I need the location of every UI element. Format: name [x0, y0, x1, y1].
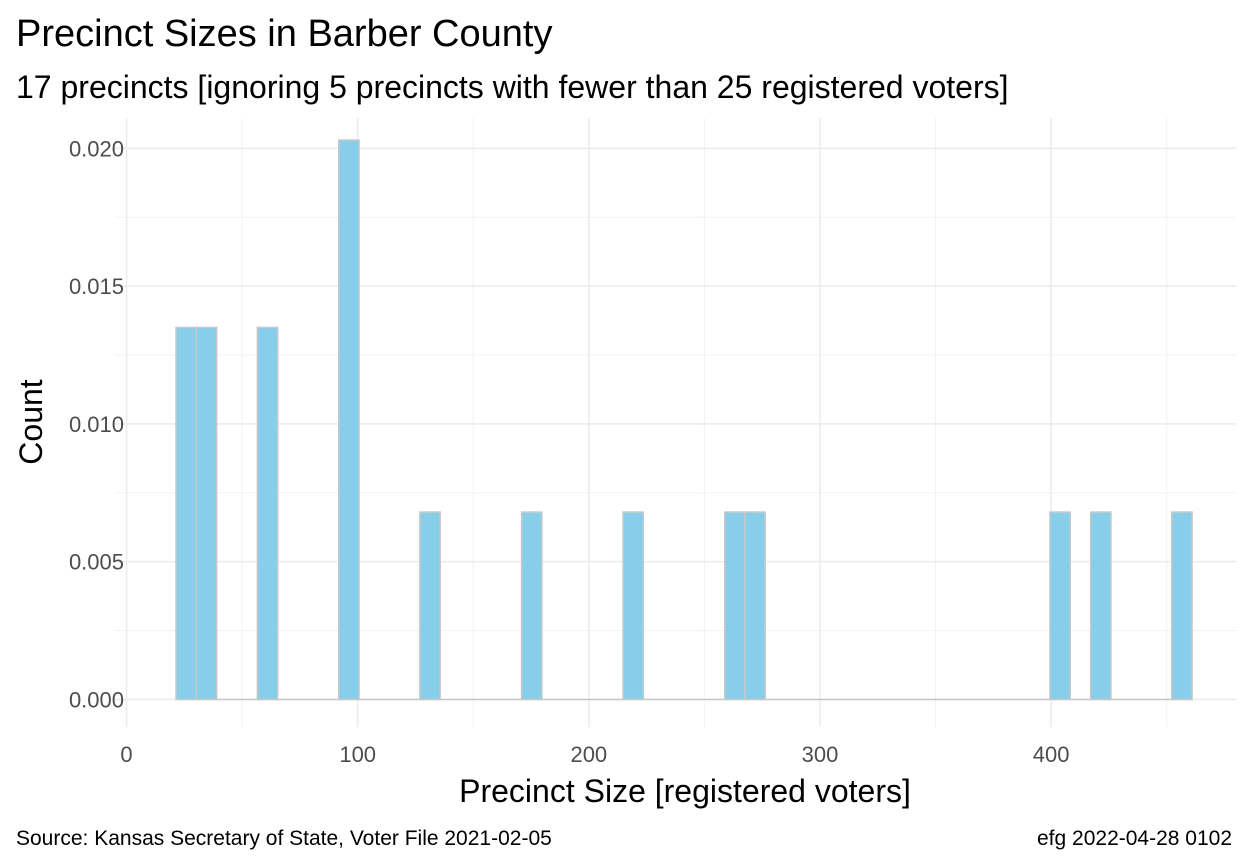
x-tick-label: 100 [339, 742, 376, 767]
histogram-bar [1049, 511, 1072, 701]
y-tick-label: 0.005 [69, 550, 124, 575]
x-axis-label: Precinct Size [registered voters] [459, 773, 911, 809]
histogram-bar [1089, 511, 1112, 701]
source-caption: Source: Kansas Secretary of State, Voter… [16, 827, 552, 850]
histogram-bar [744, 511, 766, 701]
y-axis-ticks: 0.000 0.005 0.010 0.015 0.020 [69, 136, 124, 712]
chart-title: Precinct Sizes in Barber County [16, 13, 553, 55]
histogram-bar [256, 326, 279, 701]
y-tick-label: 0.010 [69, 412, 124, 437]
histogram-bar [175, 326, 198, 701]
histogram-bar [622, 511, 645, 701]
histogram-bar [337, 139, 360, 701]
x-tick-label: 200 [570, 742, 607, 767]
timestamp-caption: efg 2022-04-28 0102 [1037, 827, 1232, 850]
x-tick-label: 400 [1033, 742, 1070, 767]
y-tick-label: 0.020 [69, 136, 124, 161]
x-tick-label: 0 [120, 742, 132, 767]
histogram-bar [419, 511, 441, 701]
y-tick-label: 0.000 [69, 687, 124, 712]
histogram-bar [1170, 511, 1193, 701]
histogram-bars [175, 139, 1193, 701]
chart-subtitle: 17 precincts [ignoring 5 precincts with … [16, 69, 1009, 105]
minor-gridlines [115, 118, 1236, 727]
histogram-bar [723, 511, 746, 701]
y-tick-label: 0.015 [69, 274, 124, 299]
x-tick-label: 300 [802, 742, 839, 767]
y-axis-label: Count [13, 379, 49, 465]
x-axis-ticks: 0 100 200 300 400 [120, 742, 1069, 767]
histogram-bar [195, 326, 218, 701]
histogram-bar [520, 511, 543, 701]
